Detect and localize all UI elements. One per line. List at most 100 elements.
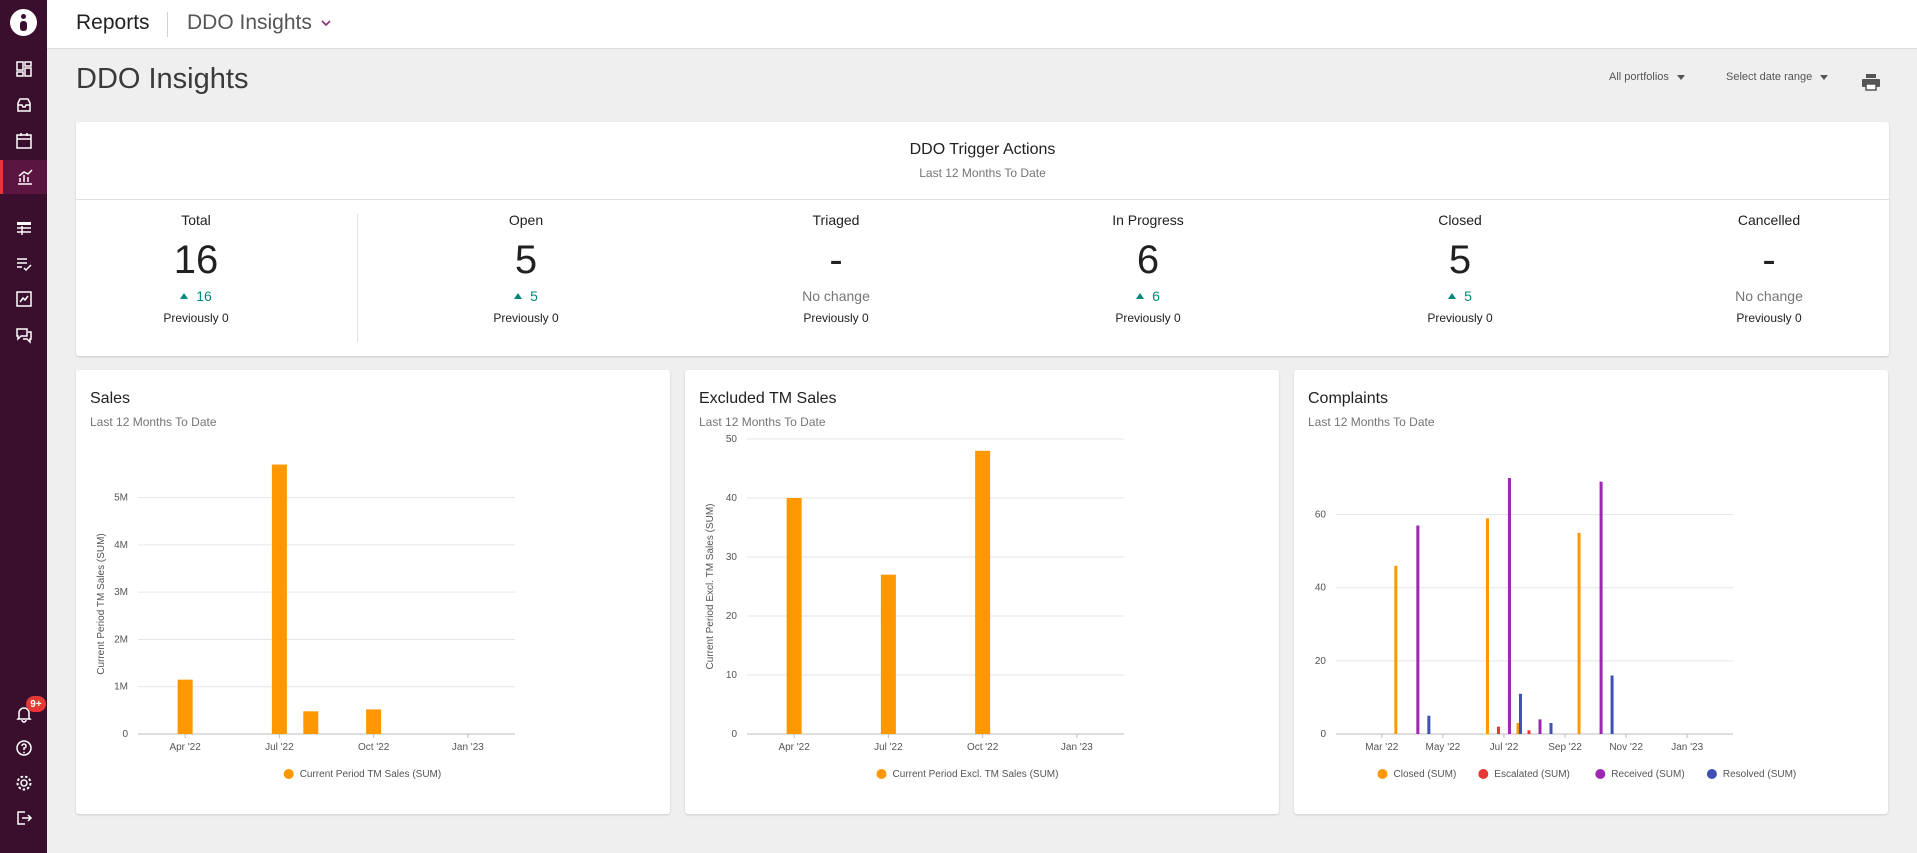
divider <box>76 199 1889 200</box>
bar[interactable] <box>1485 518 1489 734</box>
bar[interactable] <box>1538 719 1542 734</box>
x-tick-label: Jan '23 <box>452 742 484 753</box>
metric-change-value: 16 <box>196 288 212 304</box>
metric-value: - <box>1762 238 1776 282</box>
bar[interactable] <box>1610 675 1614 734</box>
topbar: Reports DDO Insights <box>47 0 1917 49</box>
x-tick-label: Oct '22 <box>967 742 999 753</box>
legend-swatch <box>283 769 294 779</box>
bell-icon[interactable] <box>0 697 47 731</box>
bar[interactable] <box>786 498 802 734</box>
checklist-icon[interactable] <box>0 247 47 281</box>
bar[interactable] <box>1577 532 1581 734</box>
metric-label: Cancelled <box>1737 212 1801 228</box>
bar[interactable] <box>177 679 193 734</box>
y-tick-label: 0 <box>122 729 128 740</box>
settings-icon[interactable] <box>0 766 47 800</box>
bar[interactable] <box>1496 726 1500 734</box>
print-icon[interactable] <box>1861 73 1881 91</box>
sidebar: 9+ <box>0 0 47 853</box>
report-select-label: DDO Insights <box>187 11 312 34</box>
bar[interactable] <box>1507 478 1511 734</box>
bar[interactable] <box>975 450 991 734</box>
analytics-icon[interactable] <box>0 282 47 316</box>
bar[interactable] <box>1394 565 1398 734</box>
y-tick-label: 60 <box>1315 510 1327 521</box>
metric-change: 5 <box>1360 288 1560 306</box>
legend-label: Received (SUM) <box>1611 769 1684 780</box>
trend-up-icon <box>1448 293 1457 299</box>
legend-label: Current Period Excl. TM Sales (SUM) <box>893 769 1059 780</box>
inbox-icon[interactable] <box>0 88 47 122</box>
bar[interactable] <box>880 574 896 734</box>
bar[interactable] <box>1549 723 1553 734</box>
metric-label: Open <box>508 212 544 228</box>
dashboard-icon[interactable] <box>0 52 47 86</box>
chart-title: Excluded TM Sales <box>699 390 837 407</box>
y-tick-label: 40 <box>1315 583 1327 594</box>
y-tick-label: 30 <box>726 552 738 563</box>
metric-previous: Previously 0 <box>1427 311 1493 325</box>
legend-swatch <box>1706 769 1717 779</box>
trend-up-icon <box>1136 293 1145 299</box>
caret-down-icon <box>1676 74 1685 80</box>
legend-label: Escalated (SUM) <box>1494 769 1570 780</box>
trend-up-icon <box>180 293 189 299</box>
y-tick-label: 0 <box>1320 729 1326 740</box>
metric-value: 5 <box>514 238 538 282</box>
portfolio-filter[interactable]: All portfolios <box>1609 71 1685 83</box>
metric-change-value: 5 <box>530 288 538 304</box>
metric-change: 6 <box>1048 288 1248 306</box>
y-tick-label: 3M <box>114 587 128 598</box>
metric-change-value: 6 <box>1152 288 1160 304</box>
bar[interactable] <box>366 709 382 734</box>
logout-icon[interactable] <box>0 801 47 835</box>
bar[interactable] <box>303 711 319 734</box>
notification-badge: 9+ <box>26 696 46 712</box>
legend-swatch <box>876 769 887 779</box>
y-tick-label: 0 <box>731 729 737 740</box>
trigger-actions-card: DDO Trigger Actions Last 12 Months To Da… <box>76 122 1889 356</box>
chart-subtitle: Last 12 Months To Date <box>699 415 826 429</box>
help-icon[interactable] <box>0 731 47 765</box>
messages-icon[interactable] <box>0 318 47 352</box>
y-axis-label: Current Period Excl. TM Sales (SUM) <box>705 504 716 670</box>
divider <box>357 214 358 342</box>
y-tick-label: 20 <box>1315 656 1327 667</box>
report-select[interactable]: DDO Insights <box>187 11 332 35</box>
metric-change: 5 <box>426 288 626 306</box>
topbar-separator <box>167 12 168 37</box>
x-tick-label: Jul '22 <box>265 742 294 753</box>
date-range-filter[interactable]: Select date range <box>1726 71 1829 83</box>
caret-down-icon <box>1820 74 1829 80</box>
y-tick-label: 10 <box>726 670 738 681</box>
bar[interactable] <box>1527 730 1531 734</box>
x-tick-label: Apr '22 <box>778 742 810 753</box>
bar[interactable] <box>1518 693 1522 734</box>
x-tick-label: Jul '22 <box>874 742 903 753</box>
chart-subtitle: Last 12 Months To Date <box>1308 415 1435 429</box>
date-range-filter-label: Select date range <box>1726 71 1813 83</box>
y-tick-label: 50 <box>726 434 738 445</box>
metric-previous: Previously 0 <box>803 311 869 325</box>
metric-change: No change <box>802 288 870 304</box>
bar[interactable] <box>1599 481 1603 734</box>
calendar-icon[interactable] <box>0 124 47 158</box>
bar[interactable] <box>1427 715 1431 734</box>
bar[interactable] <box>1416 525 1420 734</box>
metric-value: 16 <box>173 238 219 282</box>
x-tick-label: Jan '23 <box>1671 742 1703 753</box>
metric-change: 16 <box>96 288 296 306</box>
y-tick-label: 4M <box>114 540 128 551</box>
bar[interactable] <box>1516 723 1520 734</box>
reports-icon[interactable] <box>0 160 47 194</box>
chart-title: Complaints <box>1308 390 1389 407</box>
bar[interactable] <box>271 464 287 734</box>
x-tick-label: May '22 <box>1426 742 1461 753</box>
x-tick-label: Jan '23 <box>1061 742 1093 753</box>
table-icon[interactable] <box>0 211 47 245</box>
metric-cancelled: Cancelled - No change Previously 0 <box>1669 212 1869 325</box>
app-logo[interactable] <box>10 9 37 36</box>
excluded-tm-sales-chart: 0 10 20 30 40 50 Current Period Excl. TM Sales… <box>705 434 1124 780</box>
portfolio-filter-label: All portfolios <box>1609 71 1669 83</box>
